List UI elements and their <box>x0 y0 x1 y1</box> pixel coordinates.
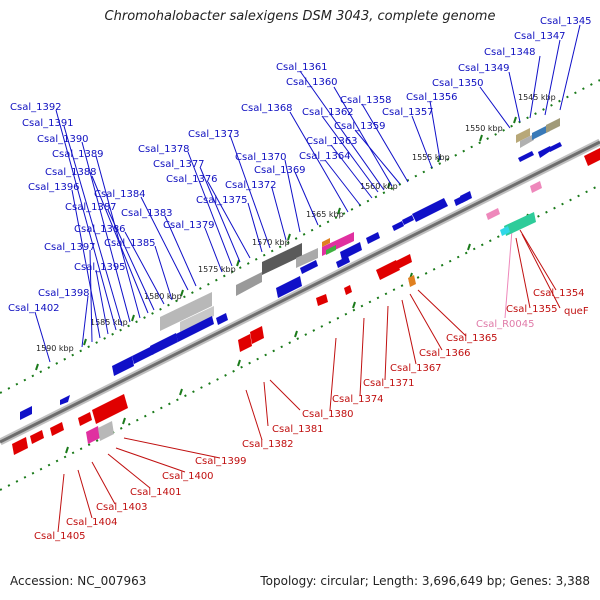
tick-labels: 1545 kbp 1550 kbp 1555 kbp 1560 kbp 1565… <box>36 93 556 353</box>
gene-label[interactable]: Csal_1354 <box>533 288 585 299</box>
gene-label[interactable]: Csal_1376 <box>166 174 218 185</box>
reverse-genes <box>12 148 600 455</box>
gene-label[interactable]: Csal_1345 <box>540 16 592 27</box>
gene-label[interactable]: Csal_1401 <box>130 487 182 498</box>
forward-genes <box>20 142 562 420</box>
map-title: Chromohalobacter salexigens DSM 3043, co… <box>104 9 496 24</box>
reverse-leaders <box>57 229 561 533</box>
gene-label[interactable]: Csal_1386 <box>74 224 126 235</box>
gene-label[interactable]: Csal_1349 <box>458 63 510 74</box>
gene-label[interactable]: Csal_1364 <box>299 151 351 162</box>
tick-label: 1545 kbp <box>518 93 556 102</box>
gene-label[interactable]: Csal_1357 <box>382 107 434 118</box>
gene-label[interactable]: Csal_1356 <box>406 92 458 103</box>
tick-label: 1590 kbp <box>36 344 74 353</box>
gene-label[interactable]: Csal_1367 <box>390 363 442 374</box>
pseudo-leaders <box>504 229 513 319</box>
gene-label[interactable]: Csal_1372 <box>225 180 277 191</box>
gene-label[interactable]: Csal_1350 <box>432 78 484 89</box>
gene-label[interactable]: Csal_1348 <box>484 47 536 58</box>
gene-label[interactable]: Csal_1378 <box>138 144 190 155</box>
gene-label[interactable]: Csal_1359 <box>334 121 386 132</box>
gene-label[interactable]: Csal_1399 <box>195 456 247 467</box>
tick-label: 1550 kbp <box>465 124 503 133</box>
gene-label[interactable]: Csal_1358 <box>340 95 392 106</box>
gene-label[interactable]: Csal_1374 <box>332 394 384 405</box>
tick-label: 1570 kbp <box>252 238 290 247</box>
gene-label[interactable]: Csal_1366 <box>419 348 471 359</box>
gene-label[interactable]: Csal_1388 <box>45 167 97 178</box>
gene-label[interactable]: Csal_1365 <box>446 333 498 344</box>
gene-label[interactable]: Csal_1375 <box>196 195 248 206</box>
tick-label: 1555 kbp <box>412 153 450 162</box>
forward-callouts: Csal_1345 Csal_1347 Csal_1348 Csal_1349 … <box>8 16 592 314</box>
gene-label[interactable]: Csal_1370 <box>235 152 287 163</box>
gene-label[interactable]: Csal_1402 <box>8 303 60 314</box>
gene-label[interactable]: Csal_1400 <box>162 471 214 482</box>
gene-label[interactable]: Csal_1369 <box>254 165 306 176</box>
gene-label[interactable]: Csal_1363 <box>306 136 358 147</box>
gene-label[interactable]: Csal_1405 <box>34 531 86 542</box>
pseudo-callouts: Csal_R0045 <box>476 319 535 330</box>
gene-label[interactable]: Csal_1381 <box>272 424 324 435</box>
tick-label: 1575 kbp <box>198 265 236 274</box>
gene-label[interactable]: Csal_1368 <box>241 103 293 114</box>
gene-label[interactable]: Csal_1360 <box>286 77 338 88</box>
outer-features <box>160 118 560 332</box>
gene-label[interactable]: Csal_1403 <box>96 502 148 513</box>
gene-label[interactable]: Csal_1361 <box>276 62 328 73</box>
gene-label[interactable]: Csal_1396 <box>28 182 80 193</box>
gene-label[interactable]: Csal_1377 <box>153 159 205 170</box>
genome-summary: Topology: circular; Length: 3,696,649 bp… <box>260 574 590 588</box>
gene-label[interactable]: Csal_1384 <box>94 189 146 200</box>
gene-label[interactable]: Csal_1398 <box>38 288 90 299</box>
gene-label[interactable]: Csal_1355 <box>506 304 558 315</box>
gene-label[interactable]: Csal_1390 <box>37 134 89 145</box>
gene-label[interactable]: Csal_1371 <box>363 378 415 389</box>
tick-label: 1585 kbp <box>90 318 128 327</box>
tick-label: 1580 kbp <box>144 292 182 301</box>
gene-label[interactable]: Csal_1387 <box>65 202 117 213</box>
gene-label[interactable]: Csal_1385 <box>104 238 156 249</box>
gene-label[interactable]: Csal_1392 <box>10 102 62 113</box>
backbone <box>0 138 600 446</box>
inner-features <box>86 181 542 444</box>
gene-label[interactable]: Csal_1380 <box>302 409 354 420</box>
gene-label[interactable]: Csal_1389 <box>52 149 104 160</box>
tick-label: 1565 kbp <box>306 210 344 219</box>
forward-leaders <box>34 24 581 363</box>
gene-label[interactable]: Csal_1362 <box>302 107 354 118</box>
gene-label[interactable]: Csal_1379 <box>163 220 215 231</box>
gene-label[interactable]: queF <box>564 306 589 317</box>
gene-label[interactable]: Csal_1404 <box>66 517 118 528</box>
gene-label[interactable]: Csal_1383 <box>121 208 173 219</box>
gene-label[interactable]: Csal_R0045 <box>476 319 535 330</box>
gene-label[interactable]: Csal_1397 <box>44 242 96 253</box>
gene-label[interactable]: Csal_1391 <box>22 118 74 129</box>
gene-label[interactable]: Csal_1382 <box>242 439 294 450</box>
accession-text: Accession: NC_007963 <box>10 574 147 588</box>
gene-label[interactable]: Csal_1395 <box>74 262 126 273</box>
gene-label[interactable]: Csal_1347 <box>514 31 566 42</box>
reverse-callouts: Csal_1354 queF Csal_1355 Csal_1365 Csal_… <box>34 288 589 542</box>
gene-label[interactable]: Csal_1373 <box>188 129 240 140</box>
tick-label: 1560 kbp <box>360 182 398 191</box>
